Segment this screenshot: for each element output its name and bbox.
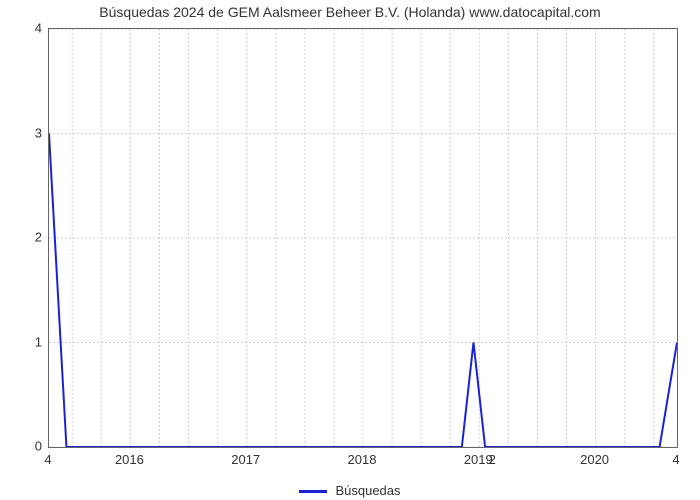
chart-title: Búsquedas 2024 de GEM Aalsmeer Beheer B.… [0, 4, 700, 20]
legend-swatch [299, 490, 327, 493]
legend-label: Búsquedas [335, 483, 400, 498]
secondary-x-label: 2 [489, 452, 496, 467]
plot-svg [49, 29, 677, 447]
x-tick-label: 2020 [580, 452, 609, 467]
chart-container: Búsquedas 2024 de GEM Aalsmeer Beheer B.… [0, 0, 700, 500]
x-tick-label: 2016 [115, 452, 144, 467]
y-tick-label: 0 [35, 439, 42, 454]
y-tick-label: 2 [35, 230, 42, 245]
y-tick-label: 3 [35, 125, 42, 140]
x-tick-label: 2018 [348, 452, 377, 467]
x-tick-label: 2017 [231, 452, 260, 467]
y-tick-label: 1 [35, 334, 42, 349]
legend: Búsquedas [0, 483, 700, 498]
secondary-x-label: 4 [672, 452, 679, 467]
plot-area [48, 28, 678, 448]
secondary-x-label: 4 [44, 452, 51, 467]
y-tick-label: 4 [35, 21, 42, 36]
